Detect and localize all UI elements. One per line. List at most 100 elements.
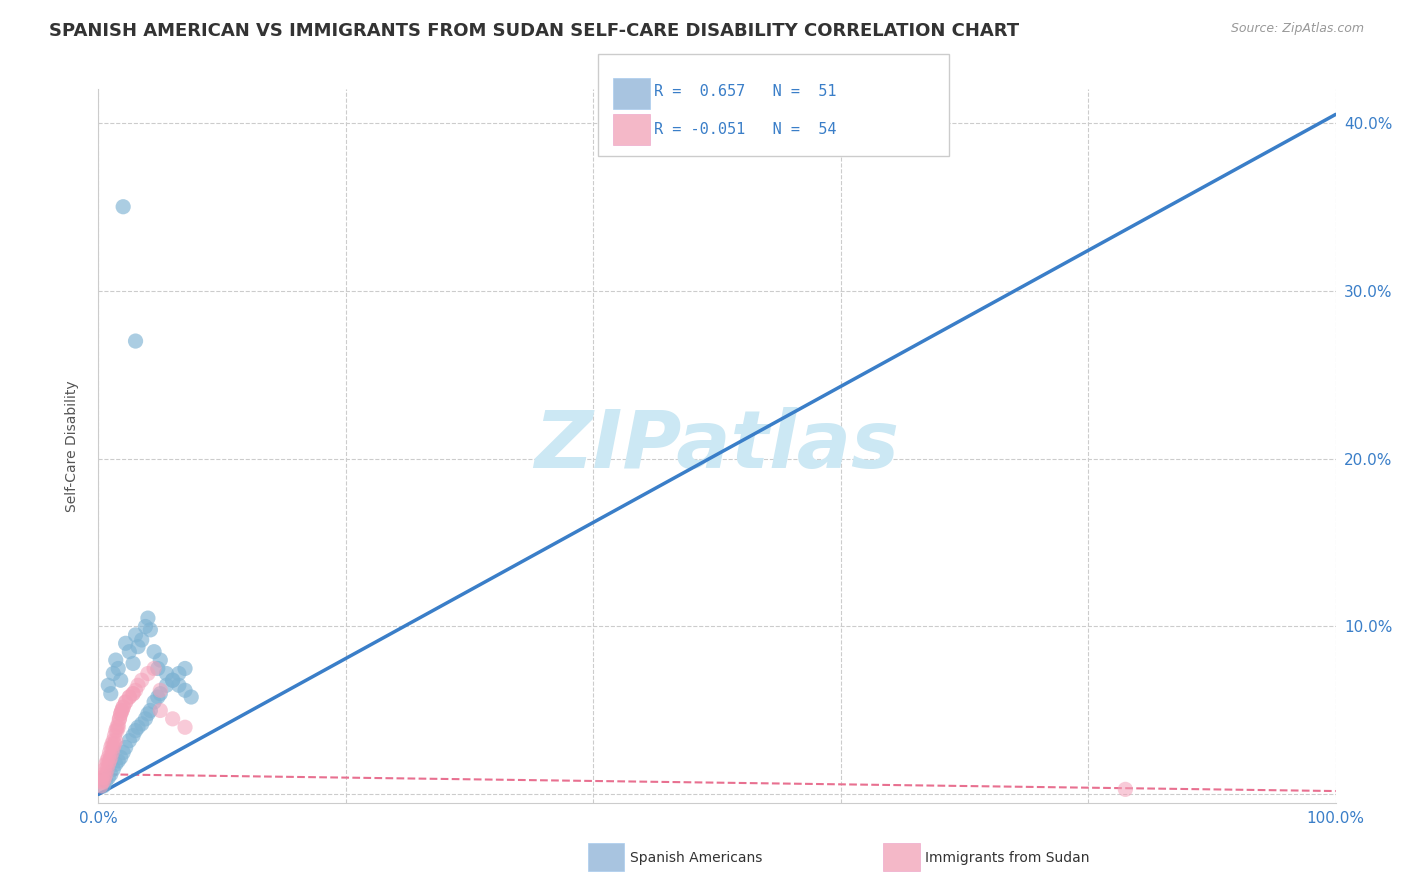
Point bbox=[136, 611, 159, 625]
Point bbox=[98, 754, 121, 768]
Point bbox=[107, 717, 129, 731]
Point bbox=[149, 687, 172, 701]
Point bbox=[118, 733, 141, 747]
Point bbox=[103, 737, 125, 751]
Point bbox=[93, 779, 115, 793]
Point bbox=[127, 678, 149, 692]
Point bbox=[100, 687, 122, 701]
Point bbox=[90, 774, 112, 789]
Point bbox=[118, 690, 141, 704]
Point bbox=[118, 690, 141, 704]
Point bbox=[110, 750, 132, 764]
Point bbox=[143, 645, 166, 659]
Point bbox=[149, 703, 172, 717]
Point bbox=[174, 661, 197, 675]
Point bbox=[607, 116, 630, 130]
Point bbox=[90, 779, 112, 793]
Point bbox=[114, 695, 136, 709]
Text: ZIPatlas: ZIPatlas bbox=[534, 407, 900, 485]
Point bbox=[103, 740, 125, 755]
Point bbox=[100, 740, 122, 755]
Point bbox=[131, 717, 153, 731]
Point bbox=[122, 687, 145, 701]
Point bbox=[107, 720, 129, 734]
Point bbox=[103, 666, 125, 681]
Point bbox=[155, 666, 177, 681]
Point bbox=[167, 678, 190, 692]
Text: Spanish Americans: Spanish Americans bbox=[630, 851, 762, 865]
Point bbox=[105, 720, 128, 734]
Point bbox=[174, 683, 197, 698]
Point bbox=[136, 666, 159, 681]
Point bbox=[162, 673, 184, 688]
Point bbox=[97, 678, 120, 692]
Point bbox=[127, 640, 149, 654]
Point bbox=[103, 733, 125, 747]
Point bbox=[131, 673, 153, 688]
Text: R = -0.051   N =  54: R = -0.051 N = 54 bbox=[654, 122, 837, 136]
Point bbox=[114, 695, 136, 709]
Point bbox=[111, 703, 134, 717]
Text: SPANISH AMERICAN VS IMMIGRANTS FROM SUDAN SELF-CARE DISABILITY CORRELATION CHART: SPANISH AMERICAN VS IMMIGRANTS FROM SUDA… bbox=[49, 22, 1019, 40]
Point bbox=[180, 690, 202, 704]
Point bbox=[139, 623, 162, 637]
Point bbox=[93, 774, 115, 789]
Point bbox=[107, 661, 129, 675]
Point bbox=[91, 775, 114, 789]
Point bbox=[94, 774, 117, 789]
Point bbox=[114, 636, 136, 650]
Point bbox=[96, 754, 118, 768]
Y-axis label: Self-Care Disability: Self-Care Disability bbox=[65, 380, 79, 512]
Text: Immigrants from Sudan: Immigrants from Sudan bbox=[925, 851, 1090, 865]
Point bbox=[91, 771, 114, 785]
Point bbox=[104, 653, 127, 667]
Point bbox=[97, 771, 120, 785]
Point bbox=[149, 653, 172, 667]
Point bbox=[108, 712, 131, 726]
Point bbox=[110, 706, 132, 721]
Point bbox=[124, 334, 146, 348]
Point bbox=[149, 683, 172, 698]
Point bbox=[124, 628, 146, 642]
Point bbox=[107, 754, 129, 768]
Point bbox=[1114, 782, 1136, 797]
Point bbox=[131, 632, 153, 647]
Text: R =  0.657   N =  51: R = 0.657 N = 51 bbox=[654, 85, 837, 99]
Point bbox=[122, 657, 145, 671]
Point bbox=[124, 683, 146, 698]
Point bbox=[111, 703, 134, 717]
Point bbox=[174, 720, 197, 734]
Point bbox=[110, 706, 132, 721]
Point bbox=[112, 700, 135, 714]
Point bbox=[146, 661, 169, 675]
Point bbox=[136, 706, 159, 721]
Point bbox=[110, 673, 132, 688]
Point bbox=[104, 733, 127, 747]
Point bbox=[103, 762, 125, 776]
Point bbox=[155, 678, 177, 692]
Point bbox=[134, 712, 156, 726]
Point bbox=[112, 200, 135, 214]
Point bbox=[100, 767, 122, 781]
Point bbox=[118, 645, 141, 659]
Point bbox=[101, 737, 124, 751]
Point bbox=[122, 729, 145, 743]
Text: Source: ZipAtlas.com: Source: ZipAtlas.com bbox=[1230, 22, 1364, 36]
Point bbox=[100, 750, 122, 764]
Point bbox=[162, 712, 184, 726]
Point bbox=[112, 746, 135, 760]
Point bbox=[114, 740, 136, 755]
Point bbox=[97, 757, 120, 772]
Point bbox=[93, 771, 115, 785]
Point bbox=[97, 750, 120, 764]
Point bbox=[134, 619, 156, 633]
Point bbox=[112, 700, 135, 714]
Point bbox=[143, 695, 166, 709]
Point bbox=[101, 746, 124, 760]
Point bbox=[122, 687, 145, 701]
Point bbox=[104, 723, 127, 738]
Point bbox=[105, 723, 128, 738]
Point bbox=[108, 712, 131, 726]
Point bbox=[162, 673, 184, 688]
Point bbox=[167, 666, 190, 681]
